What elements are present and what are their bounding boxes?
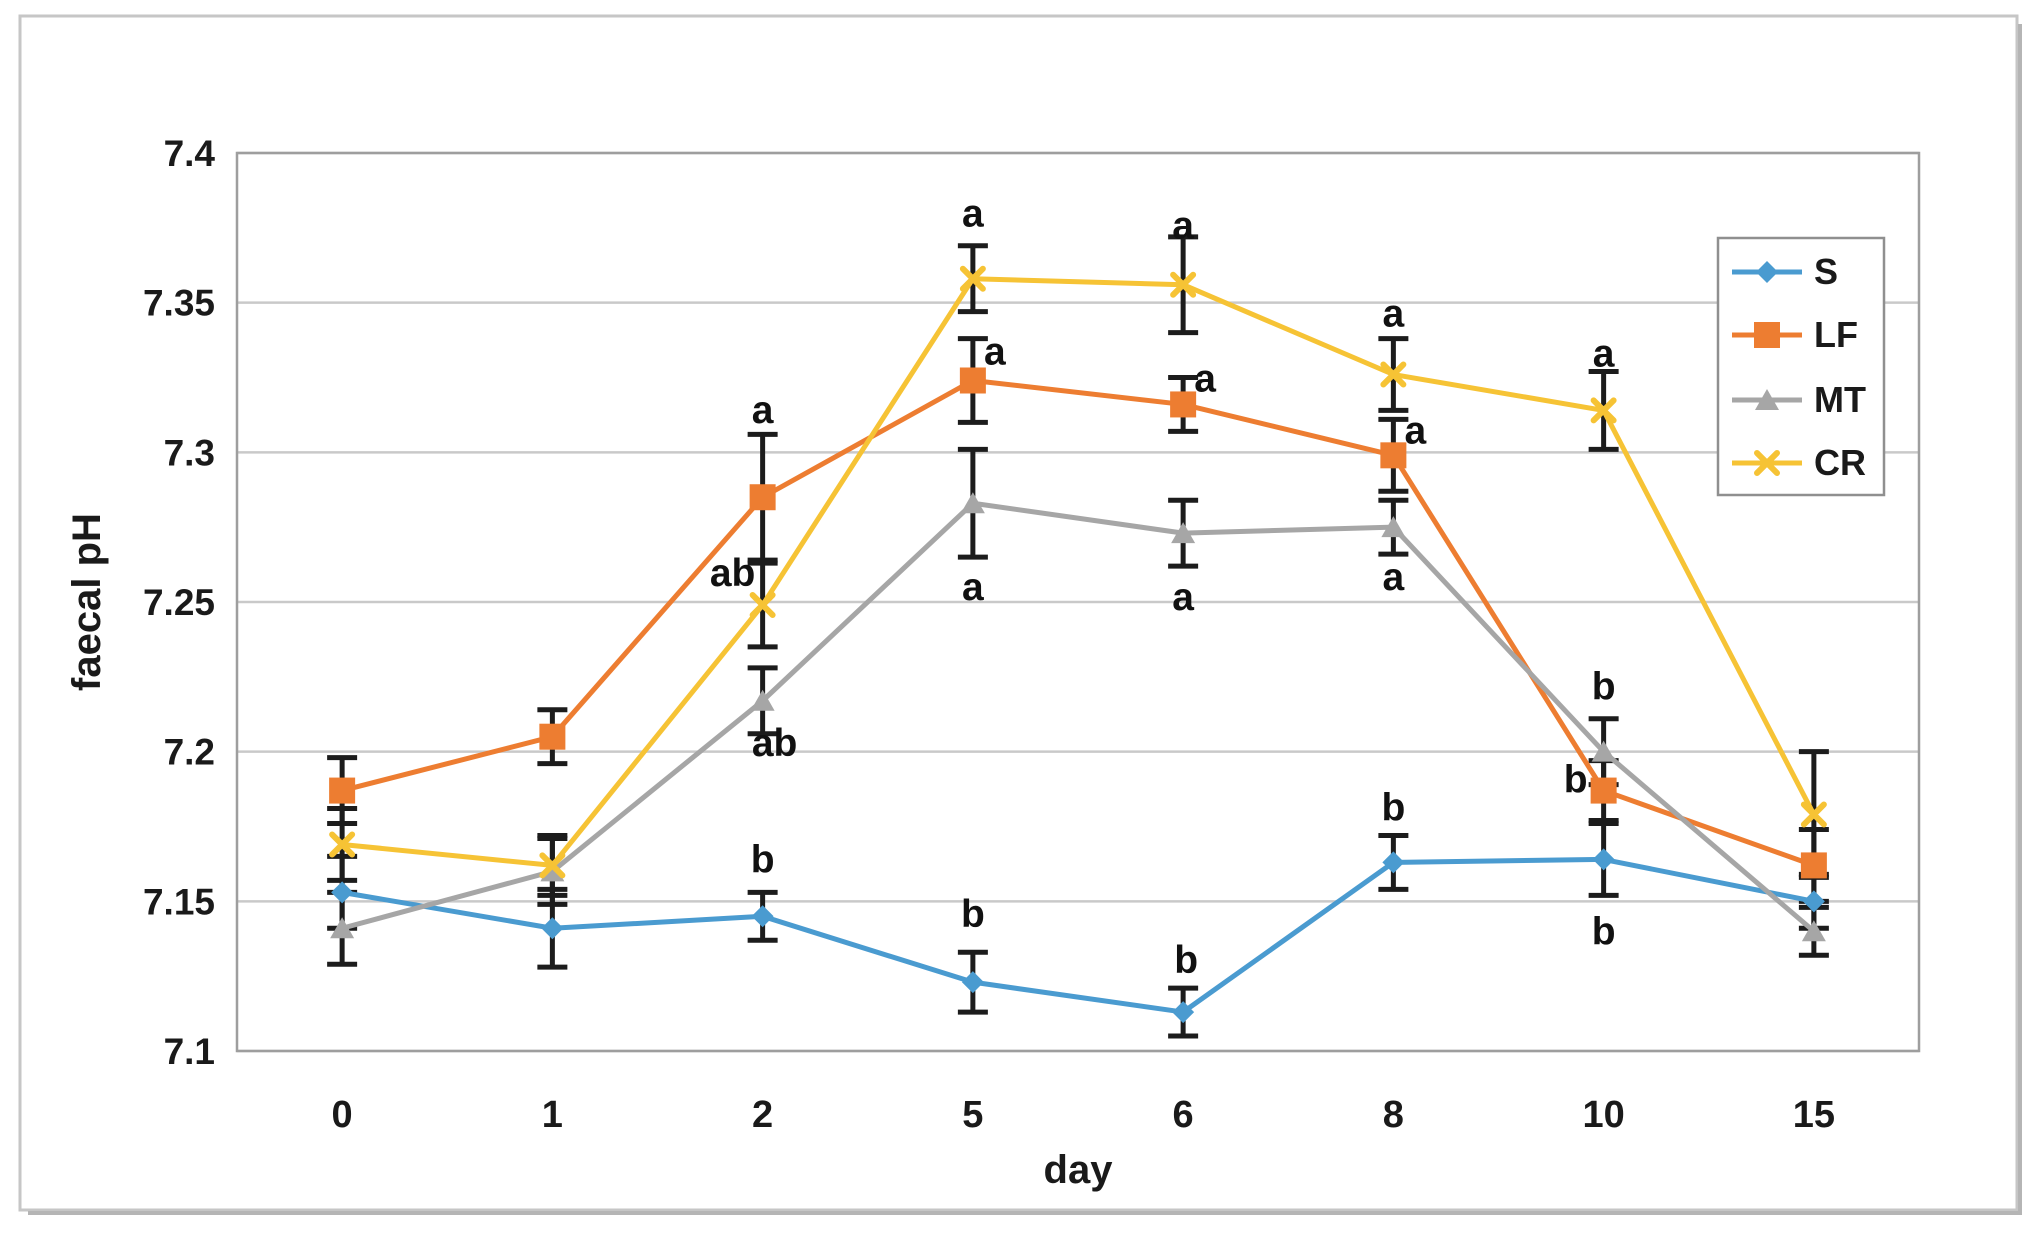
significance-letter: a [962, 566, 984, 609]
x-tick-label: 2 [752, 1094, 773, 1136]
legend-label-MT: MT [1814, 379, 1866, 420]
x-tick-label: 10 [1582, 1094, 1624, 1136]
y-axis-title: faecal pH [65, 513, 109, 691]
data-point-LF-day6 [1170, 391, 1197, 418]
significance-letter: ab [752, 722, 798, 765]
significance-letter: b [1592, 910, 1616, 953]
y-tick-label: 7.3 [164, 432, 215, 473]
significance-letter: b [961, 893, 985, 936]
legend-marker-CR [1754, 450, 1780, 476]
data-point-MT-day6 [1171, 522, 1196, 544]
data-point-S-day6 [1172, 1001, 1195, 1024]
data-point-MT-day5 [960, 492, 985, 514]
data-point-CR-day10 [1590, 397, 1617, 424]
data-point-LF-day5 [959, 367, 986, 394]
significance-letter: a [962, 193, 984, 236]
data-point-LF-day2 [749, 484, 776, 511]
data-point-MT-day10 [1591, 740, 1616, 762]
x-tick-label: 0 [332, 1094, 353, 1136]
significance-letter: a [752, 389, 774, 432]
y-tick-label: 7.35 [143, 283, 215, 324]
data-point-MT-day8 [1381, 516, 1406, 538]
significance-letter: a [1383, 293, 1405, 336]
legend-label-LF: LF [1814, 314, 1858, 355]
significance-letter: a [1194, 357, 1216, 400]
significance-letter: b [1592, 666, 1616, 709]
significance-letter: a [1405, 409, 1427, 452]
significance-letter: b [751, 838, 775, 881]
data-point-S-day1 [541, 917, 564, 940]
data-point-LF-day8 [1380, 442, 1407, 469]
x-tick-label: 8 [1383, 1094, 1404, 1136]
data-point-CR-day15 [1800, 801, 1827, 828]
data-point-S-day15 [1802, 890, 1825, 913]
significance-letter: a [1172, 205, 1194, 248]
y-tick-label: 7.1 [164, 1031, 215, 1072]
data-point-CR-day2 [749, 591, 776, 618]
y-tick-label: 7.4 [164, 133, 216, 174]
x-tick-label: 6 [1173, 1094, 1194, 1136]
y-tick-label: 7.2 [164, 732, 215, 773]
series-line-S [339, 856, 1817, 1015]
y-tick-label: 7.25 [143, 582, 215, 623]
legend-label-CR: CR [1814, 442, 1866, 483]
plot-border [235, 151, 1921, 1053]
data-point-LF-day15 [1800, 852, 1827, 879]
significance-letter: b [1564, 759, 1588, 802]
data-point-LF-day1 [539, 723, 566, 750]
legend-marker-LF [1754, 322, 1780, 348]
data-point-S-day8 [1382, 851, 1405, 874]
significance-letter: a [1383, 556, 1405, 599]
legend-label-S: S [1814, 251, 1838, 292]
data-point-MT-day1 [540, 860, 565, 882]
data-point-LF-day10 [1590, 777, 1617, 804]
figure-border [18, 14, 2019, 1212]
y-tick-label: 7.15 [143, 881, 215, 922]
legend-marker-S [1756, 261, 1778, 283]
data-point-MT-day2 [750, 689, 775, 711]
x-tick-label: 1 [542, 1094, 563, 1136]
significance-letter: ab [710, 552, 756, 595]
data-point-S-day5 [961, 971, 984, 994]
data-point-MT-day15 [1801, 920, 1826, 942]
legend-box [1716, 236, 1886, 497]
significance-letter: a [984, 330, 1006, 373]
data-point-CR-day6 [1170, 271, 1197, 298]
x-tick-label: 15 [1793, 1094, 1835, 1136]
data-point-LF-day0 [329, 777, 356, 804]
data-point-CR-day5 [959, 265, 986, 292]
data-point-S-day2 [751, 905, 774, 928]
data-point-CR-day8 [1380, 361, 1407, 388]
data-point-CR-day1 [539, 852, 566, 879]
series-line-LF [339, 377, 1817, 868]
significance-letter: a [1172, 576, 1194, 619]
significance-letter: b [1174, 939, 1198, 982]
data-point-CR-day0 [329, 831, 356, 858]
data-point-MT-day0 [330, 917, 355, 939]
significance-letter: a [1593, 332, 1615, 375]
series-line-CR [339, 276, 1817, 868]
x-axis-title: day [1044, 1148, 1114, 1192]
data-point-S-day10 [1592, 848, 1615, 871]
legend-marker-MT [1755, 389, 1779, 410]
significance-letter: b [1381, 786, 1405, 829]
series-line-MT [339, 500, 1817, 934]
x-tick-label: 5 [962, 1094, 983, 1136]
data-point-S-day0 [331, 881, 354, 904]
